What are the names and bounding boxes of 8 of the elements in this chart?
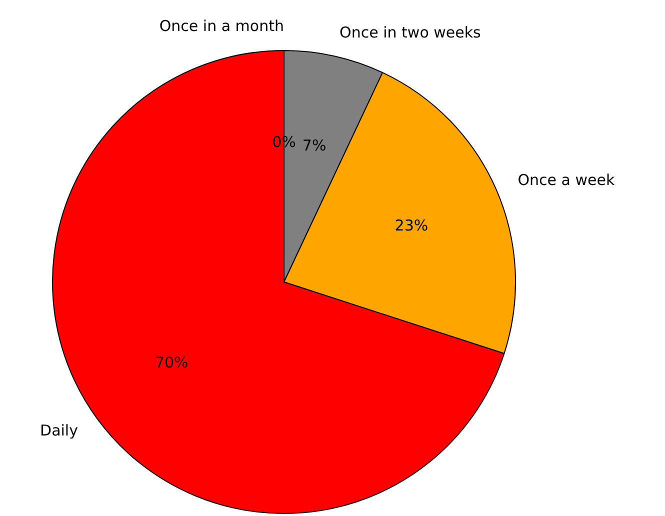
text: 0% xyxy=(272,132,296,151)
slice-label: Once in two weeks xyxy=(340,23,482,42)
data-label: 70% xyxy=(154,354,188,372)
slice-label: Daily xyxy=(40,422,78,440)
category-label: Once in a month xyxy=(159,17,284,36)
data-label: 23% xyxy=(394,216,428,235)
data-label: 7% xyxy=(302,136,326,154)
slice-label: Once a week xyxy=(518,170,615,189)
